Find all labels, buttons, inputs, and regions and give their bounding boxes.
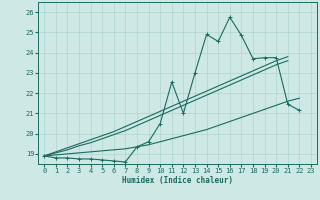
X-axis label: Humidex (Indice chaleur): Humidex (Indice chaleur): [122, 176, 233, 185]
